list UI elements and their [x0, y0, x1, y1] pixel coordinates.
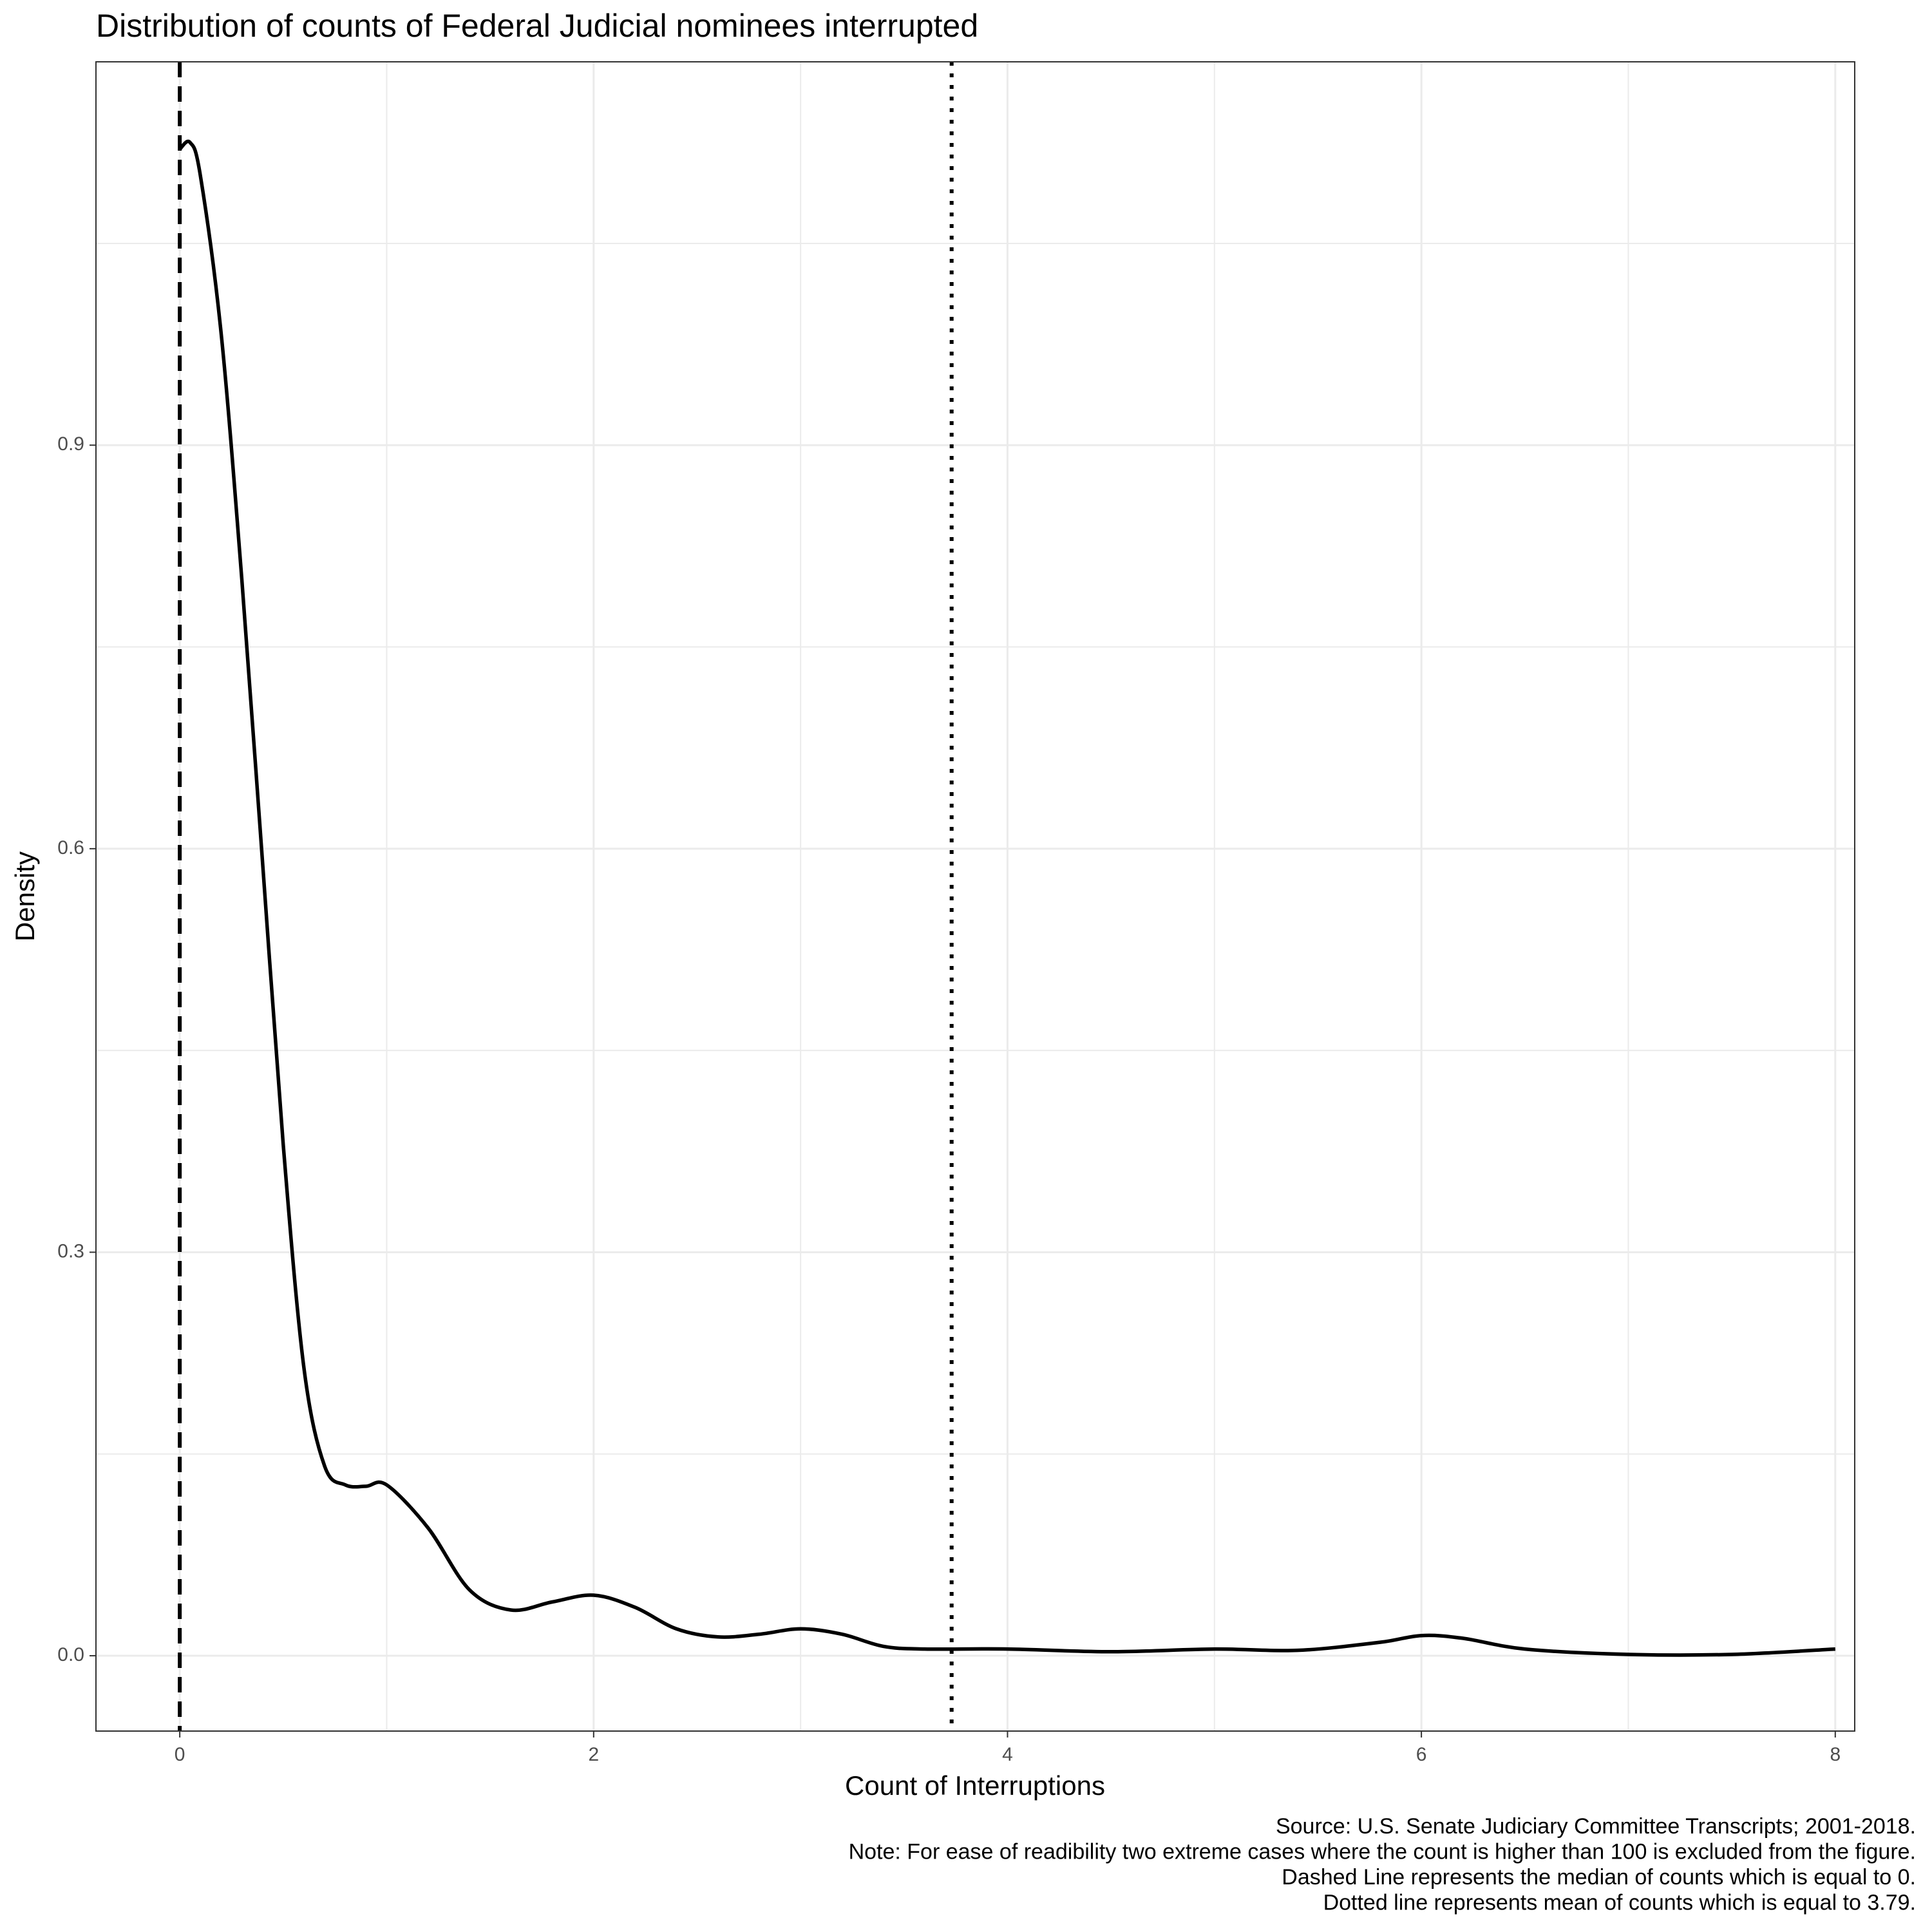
x-axis-title: Count of Interruptions [845, 1770, 1105, 1801]
caption: Note: For ease of readibility two extrem… [849, 1839, 1916, 1864]
caption: Dotted line represents mean of counts wh… [1323, 1890, 1916, 1915]
x-tick-label: 6 [1416, 1744, 1427, 1765]
caption: Source: U.S. Senate Judiciary Committee … [1276, 1814, 1916, 1839]
x-tick-label: 8 [1830, 1744, 1841, 1765]
caption: Dashed Line represents the median of cou… [1282, 1865, 1916, 1889]
y-tick-label: 0.0 [57, 1644, 84, 1665]
density-line [178, 139, 1835, 1657]
y-tick-label: 0.6 [57, 837, 84, 858]
chart-title: Distribution of counts of Federal Judici… [96, 8, 978, 44]
plot-border [95, 61, 1855, 1732]
y-tick-label: 0.9 [57, 433, 84, 455]
x-tick-label: 0 [175, 1744, 185, 1765]
x-tick-label: 2 [588, 1744, 599, 1765]
y-tick-label: 0.3 [57, 1240, 84, 1262]
y-axis-title: Density [10, 851, 40, 942]
x-tick-label: 4 [1002, 1744, 1013, 1765]
